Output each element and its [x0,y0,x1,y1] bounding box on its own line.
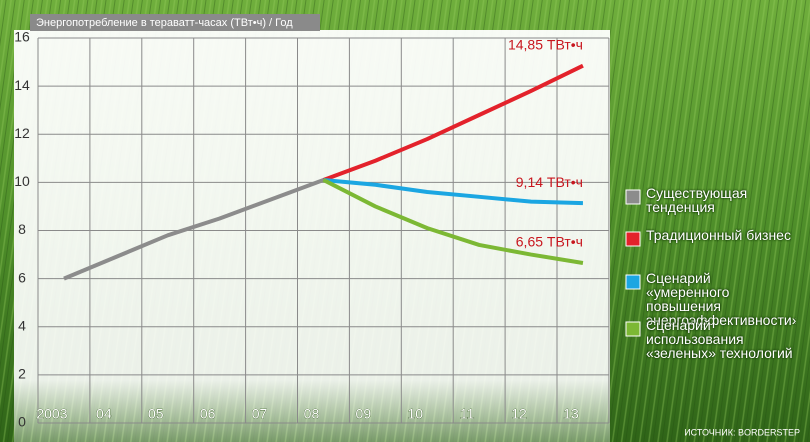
x-tick-label: 2003 [36,406,67,422]
source: ИСТОЧНИК: BORDERSTEP [684,427,800,437]
x-tick-label: 08 [304,406,320,422]
legend-item: Сценарий «умеренного повышения энергоэфф… [646,271,796,328]
legend-swatch [625,274,641,290]
x-tick-label: 04 [96,406,112,422]
axis-title-band [30,14,320,31]
x-tick-label: 10 [407,406,423,422]
x-tick-label: 13 [563,406,579,422]
axis-title: Энергопотребление в тераватт-часах (ТВт•… [36,17,293,29]
series-line [323,177,584,206]
y-tick-label: 8 [18,221,26,237]
series-line [322,178,584,265]
value-label: 14,85 ТВт•ч [508,36,583,52]
x-tick-label: 11 [460,406,475,422]
x-tick-label: 09 [356,406,372,422]
value-label: 9,14 ТВт•ч [516,174,583,190]
y-tick-label: 14 [14,77,30,93]
legend-item: Традиционный бизнес [646,228,791,243]
x-tick-label: 06 [200,406,216,422]
value-label: 6,65 ТВт•ч [516,234,583,250]
y-tick-label: 0 [18,414,26,430]
y-tick-label: 16 [14,29,30,45]
series-line [63,178,325,281]
y-tick-label: 4 [18,317,26,333]
legend-label: Традиционный бизнес [646,228,791,243]
y-tick-label: 2 [18,366,26,382]
series-line [322,63,584,182]
legend-label: Сценарий использования «зеленых» техноло… [646,318,793,361]
x-tick-label: 07 [252,406,268,422]
y-tick-label: 10 [14,173,30,189]
legend-swatch [625,231,641,247]
legend-item: Существующая тенденция [646,186,748,215]
legend-label: Существующая тенденция [646,186,748,215]
y-tick-label: 12 [14,125,30,141]
y-tick-label: 6 [18,269,26,285]
legend-swatch [625,321,641,337]
x-tick-label: 12 [511,406,527,422]
legend-swatch [625,189,641,205]
x-tick-label: 05 [148,406,164,422]
legend-label: Сценарий «умеренного повышения энергоэфф… [646,271,796,328]
legend-item: Сценарий использования «зеленых» техноло… [646,318,793,361]
